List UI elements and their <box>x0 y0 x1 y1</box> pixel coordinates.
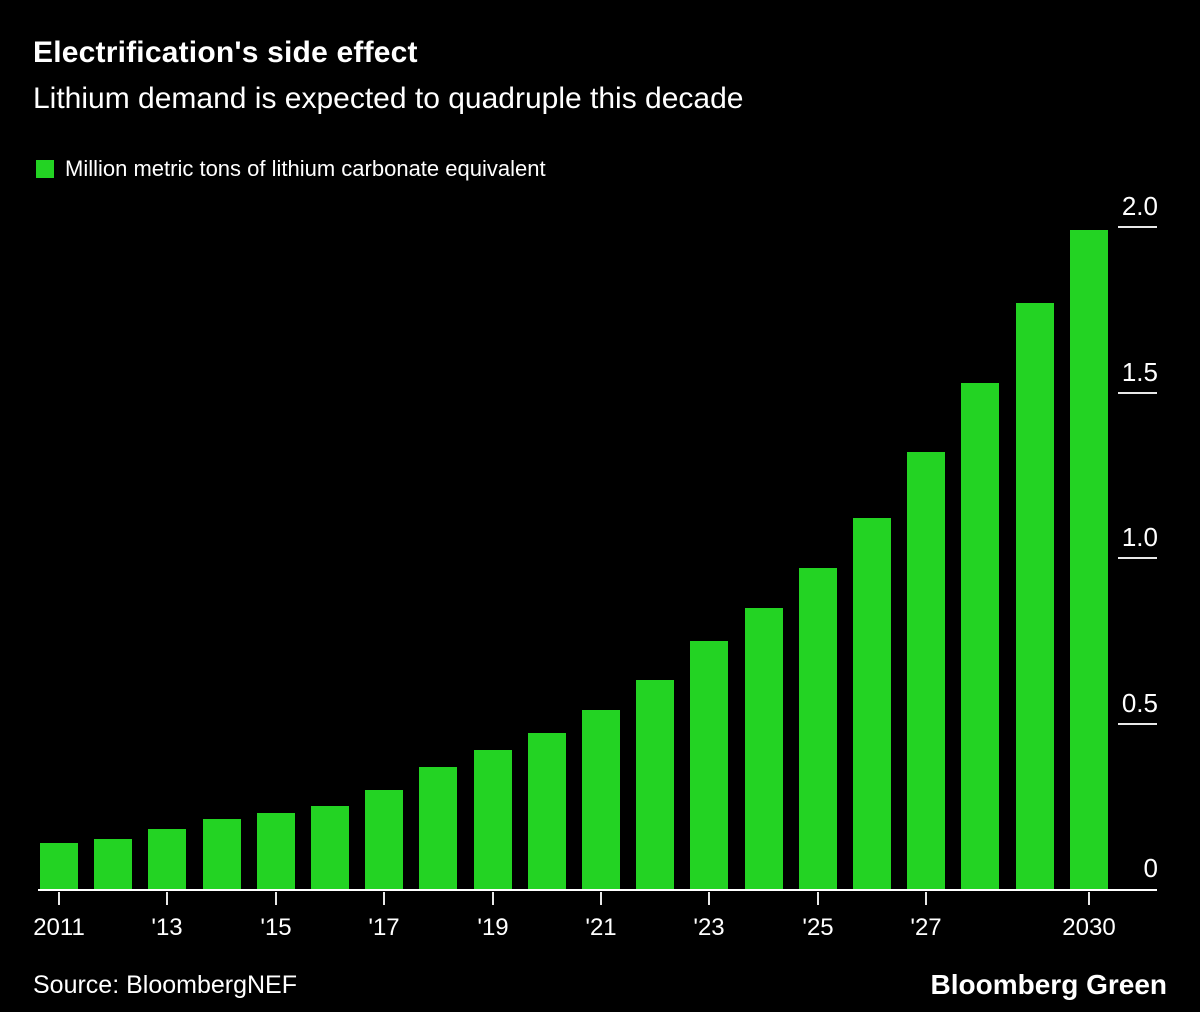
x-tick-2019 <box>492 892 494 905</box>
x-label-2023: '23 <box>693 914 725 941</box>
bar-2017 <box>365 790 403 889</box>
x-label-2013: '13 <box>151 914 183 941</box>
x-tick-2021 <box>600 892 602 905</box>
bar-2011 <box>40 843 78 889</box>
x-tick-2015 <box>275 892 277 905</box>
x-tick-2013 <box>166 892 168 905</box>
x-tick-2023 <box>708 892 710 905</box>
y-tick-1.5 <box>1118 392 1157 394</box>
bar-2013 <box>148 829 186 889</box>
x-label-2019: '19 <box>477 914 509 941</box>
brand-logo: Bloomberg Green <box>930 969 1167 1000</box>
x-label-2027: '27 <box>910 914 942 941</box>
x-label-2025: '25 <box>802 914 834 941</box>
legend: Million metric tons of lithium carbonate… <box>36 156 546 182</box>
y-label-1.5: 1.5 <box>1121 357 1158 387</box>
x-label-2017: '17 <box>368 914 400 941</box>
source-note: Source: BloombergNEF <box>33 971 298 999</box>
y-label-0.5: 0.5 <box>1121 688 1158 718</box>
bar-2014 <box>203 819 241 889</box>
chart-subtitle: Lithium demand is expected to quadruple … <box>33 82 744 115</box>
bar-2029 <box>1016 303 1054 889</box>
y-label-0: 0 <box>1143 853 1158 883</box>
bar-2012 <box>94 839 132 889</box>
bar-2024 <box>745 608 783 889</box>
legend-label: Million metric tons of lithium carbonate… <box>65 156 546 181</box>
bar-2021 <box>582 710 620 889</box>
bar-2015 <box>257 813 295 889</box>
bar-2020 <box>528 733 566 889</box>
y-label-2.0: 2.0 <box>1121 191 1158 221</box>
legend-swatch-icon <box>36 160 54 178</box>
x-label-2011: 2011 <box>33 914 85 941</box>
x-axis-baseline <box>38 889 1157 891</box>
x-tick-2030 <box>1088 892 1090 905</box>
y-tick-1.0 <box>1118 557 1157 559</box>
x-label-2021: '21 <box>585 914 617 941</box>
y-tick-2.0 <box>1118 226 1157 228</box>
chart-title: Electrification's side effect <box>33 36 418 69</box>
bar-2019 <box>474 750 512 889</box>
bar-2028 <box>961 383 999 889</box>
x-label-2015: '15 <box>260 914 292 941</box>
bar-2026 <box>853 518 891 889</box>
bar-2030 <box>1070 230 1108 889</box>
x-tick-2011 <box>58 892 60 905</box>
bar-2022 <box>636 680 674 889</box>
x-tick-2025 <box>817 892 819 905</box>
x-tick-2017 <box>383 892 385 905</box>
bar-2016 <box>311 806 349 889</box>
y-label-1.0: 1.0 <box>1121 522 1158 552</box>
bar-2025 <box>799 568 837 889</box>
x-tick-2027 <box>925 892 927 905</box>
bar-2027 <box>907 452 945 889</box>
y-tick-0.5 <box>1118 723 1157 725</box>
x-label-2030: 2030 <box>1062 914 1116 941</box>
bar-2018 <box>419 767 457 889</box>
bar-2023 <box>690 641 728 889</box>
